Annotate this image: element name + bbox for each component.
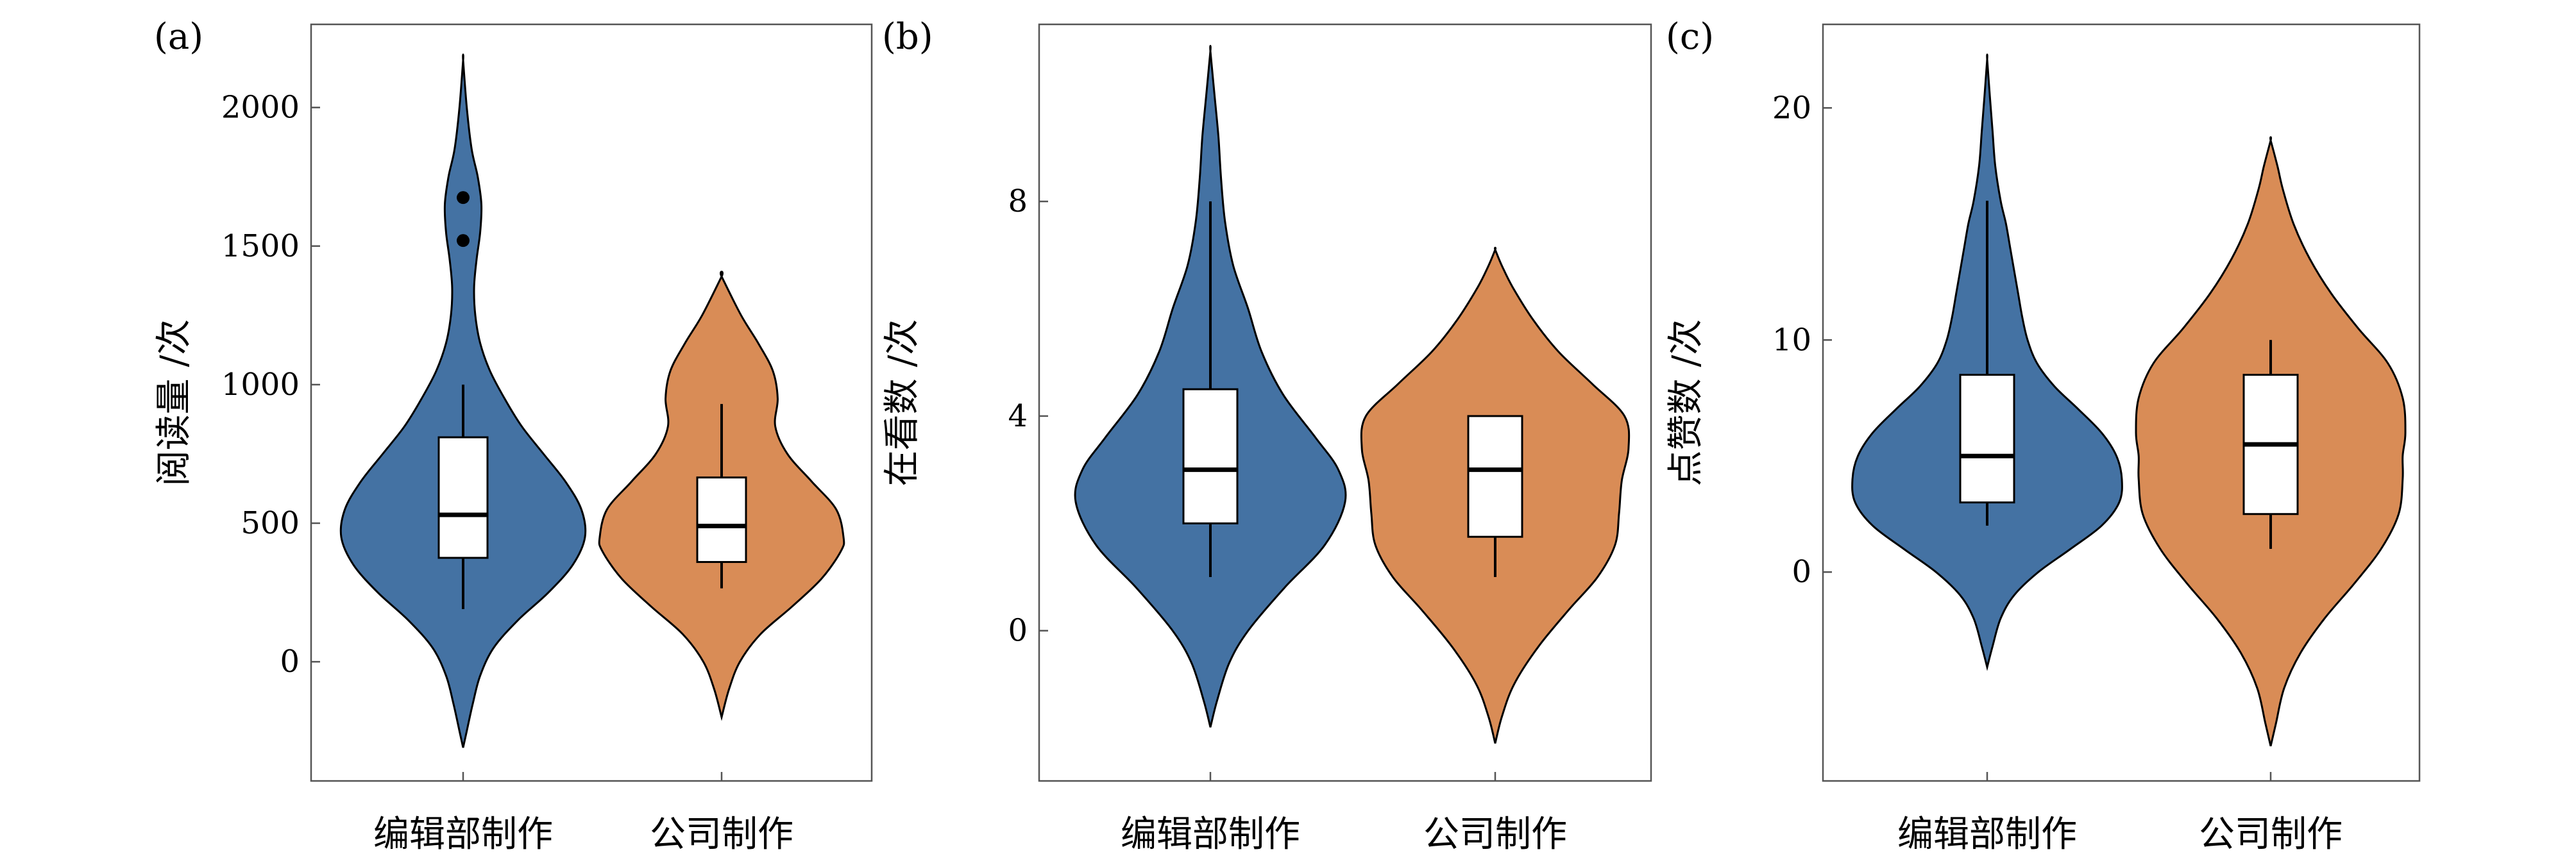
box-iqr xyxy=(437,436,489,559)
y-tick-label: 1500 xyxy=(221,228,300,264)
panel-label: (c) xyxy=(1666,16,1714,58)
y-axis-title: 点赞数 /次 xyxy=(1665,319,1707,487)
box-iqr xyxy=(1182,388,1239,524)
y-axis-title: 在看数 /次 xyxy=(881,319,923,487)
plot-frame xyxy=(1822,23,2421,782)
box-iqr xyxy=(1467,415,1523,538)
y-tick-label: 2000 xyxy=(221,90,300,126)
y-tick-label: 10 xyxy=(1772,322,1811,358)
y-tick-label: 0 xyxy=(280,644,300,680)
x-tick-label: 编辑部制作 xyxy=(1897,814,2077,855)
x-tick-label: 编辑部制作 xyxy=(373,814,553,855)
box-iqr xyxy=(1959,374,2015,504)
panel-label: (b) xyxy=(882,16,933,58)
y-tick-label: 500 xyxy=(241,505,300,541)
y-axis-title: 阅读量 /次 xyxy=(153,319,195,487)
y-tick-label: 0 xyxy=(1008,613,1028,649)
x-tick-label: 编辑部制作 xyxy=(1121,814,1300,855)
plot-frame xyxy=(1038,23,1652,782)
y-tick-label: 4 xyxy=(1008,398,1028,434)
y-tick-label: 1000 xyxy=(221,367,300,403)
plot-frame xyxy=(310,23,873,782)
box-iqr xyxy=(696,476,747,564)
x-tick-label: 公司制作 xyxy=(650,814,793,855)
outlier-point xyxy=(457,191,470,205)
x-tick-label: 公司制作 xyxy=(2199,814,2343,855)
x-tick-label: 公司制作 xyxy=(1423,814,1567,855)
y-tick-label: 20 xyxy=(1772,90,1811,126)
y-tick-label: 0 xyxy=(1792,554,1811,590)
outlier-point xyxy=(457,234,470,247)
panel-label: (a) xyxy=(154,16,203,58)
y-tick-label: 8 xyxy=(1008,183,1028,219)
